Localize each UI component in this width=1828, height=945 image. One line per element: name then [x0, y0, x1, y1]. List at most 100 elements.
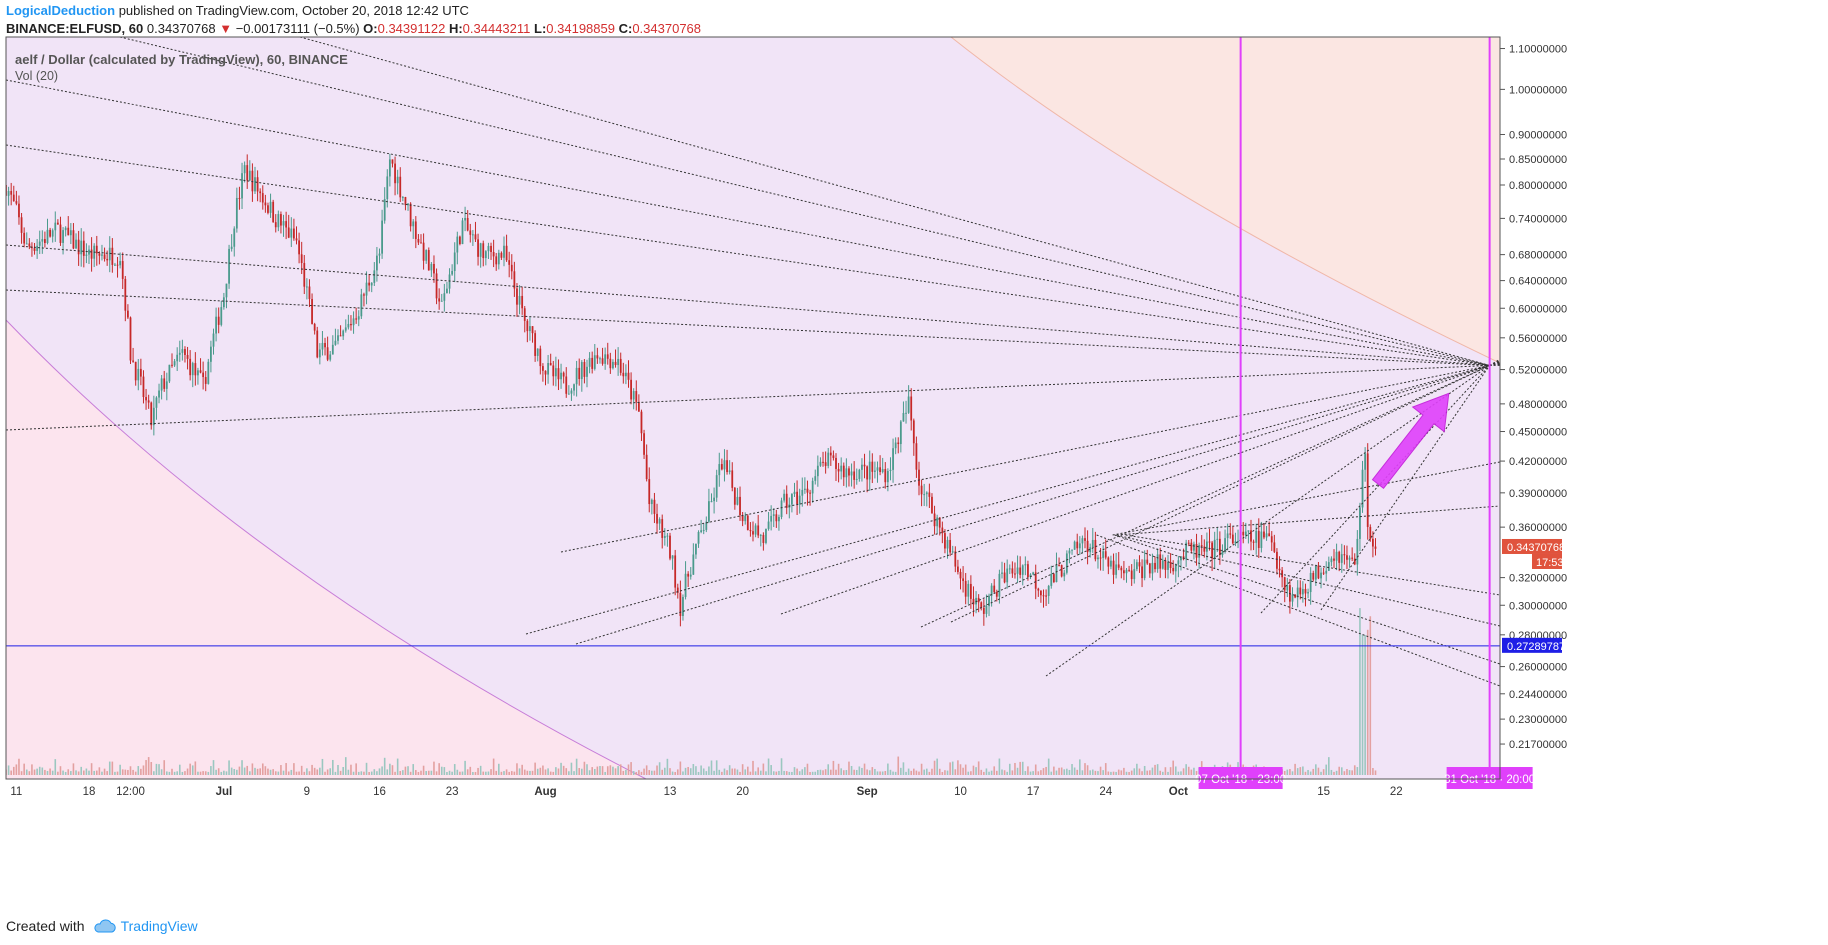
volume-bar — [817, 769, 819, 775]
tradingview-logo[interactable]: TradingView — [93, 918, 198, 934]
candle-body — [1052, 574, 1055, 583]
volume-bar — [1190, 769, 1193, 775]
volume-bar — [1359, 608, 1361, 775]
volume-bar — [640, 771, 643, 775]
x-tick-label: 22 — [1390, 786, 1403, 798]
candle-body — [1327, 562, 1330, 571]
volume-bar — [998, 758, 1001, 775]
candle-body — [18, 203, 20, 218]
candle-body — [238, 197, 241, 199]
candle-body — [326, 347, 329, 360]
volume-bar — [134, 771, 137, 775]
volume-bar — [427, 770, 430, 775]
volume-bar — [871, 767, 874, 775]
candle-body — [1325, 570, 1328, 574]
volume-bar — [570, 762, 573, 775]
volume-bar — [734, 768, 736, 775]
candle-body — [1135, 562, 1138, 570]
volume-bar — [1143, 765, 1146, 775]
candle-body — [1177, 560, 1180, 565]
volume-bar — [344, 757, 347, 775]
volume-bar — [568, 771, 570, 775]
candle-body — [881, 469, 884, 473]
volume-bar — [500, 771, 503, 775]
volume-bar — [1042, 768, 1045, 775]
volume-bar — [1328, 757, 1330, 775]
volume-bar — [957, 760, 959, 775]
volume-bar — [272, 769, 274, 775]
trend-line — [560, 364, 1490, 553]
volume-bar — [173, 771, 176, 775]
candle-body — [1094, 539, 1097, 560]
volume-bar — [990, 770, 993, 775]
candle-body — [1006, 568, 1009, 583]
volume-bar — [1149, 770, 1151, 775]
volume-bar — [93, 770, 95, 775]
volume-bar — [949, 762, 951, 775]
y-tick-label: 0.23000000 — [1509, 714, 1567, 726]
volume-bar — [451, 771, 453, 775]
candle-body — [41, 239, 44, 242]
volume-bar — [1112, 771, 1115, 775]
x-tick-label: 10 — [954, 786, 967, 798]
volume-bar — [495, 770, 498, 775]
volume-bar — [469, 766, 472, 775]
volume-bar — [246, 765, 249, 775]
candle-body — [215, 316, 217, 334]
volume-bar — [1055, 770, 1058, 775]
volume-bar — [954, 769, 957, 775]
candle-body — [495, 256, 498, 265]
candle-body — [752, 531, 754, 535]
volume-bar — [409, 771, 412, 775]
candle-body — [845, 468, 848, 478]
volume-bar — [573, 771, 575, 775]
candle-body — [313, 323, 316, 331]
volume-bar — [1123, 767, 1125, 775]
candle-body — [62, 230, 64, 243]
candle-body — [1211, 542, 1213, 559]
candle-body — [1320, 572, 1322, 579]
candle-body — [858, 469, 861, 479]
volume-bar — [106, 771, 108, 775]
volume-bar — [228, 760, 230, 775]
author-link[interactable]: LogicalDeduction — [6, 3, 116, 18]
volume-bar — [850, 765, 853, 775]
candle-body — [1340, 554, 1343, 563]
candle-body — [274, 222, 277, 228]
volume-bar — [181, 771, 184, 775]
fan-lines — [6, 37, 1500, 687]
candle-body — [1060, 565, 1063, 577]
x-tick-label: 16 — [373, 786, 386, 798]
candle-body — [1229, 533, 1232, 535]
candle-body — [10, 191, 13, 195]
volume-bar — [145, 760, 147, 775]
candle-body — [378, 253, 381, 256]
volume-bar — [90, 763, 93, 775]
candle-body — [658, 519, 661, 524]
volume-bar — [407, 766, 409, 775]
volume-bar — [503, 771, 505, 775]
candle-body — [653, 499, 656, 514]
candle-body — [765, 528, 767, 543]
volume-bar — [57, 771, 59, 775]
volume-bar — [583, 761, 586, 775]
volume-bar — [1309, 771, 1312, 775]
volume-bar — [1032, 771, 1034, 775]
created-with-text: Created with — [6, 918, 85, 934]
candle-body — [1372, 538, 1374, 547]
candle-body — [829, 452, 832, 456]
candle-body — [944, 533, 946, 549]
candle-body — [191, 363, 194, 376]
candle-body — [1255, 530, 1258, 543]
volume-bar — [905, 771, 907, 775]
up-arrow-shape — [1371, 392, 1450, 490]
volume-bar — [674, 771, 676, 775]
candle-body — [1361, 469, 1364, 508]
candle-body — [1304, 588, 1307, 594]
candle-body — [482, 243, 485, 259]
vertical-marker-label-bg — [1446, 767, 1533, 789]
volume-bar — [1346, 769, 1348, 775]
candle-body — [630, 379, 632, 400]
volume-bar — [827, 764, 830, 775]
